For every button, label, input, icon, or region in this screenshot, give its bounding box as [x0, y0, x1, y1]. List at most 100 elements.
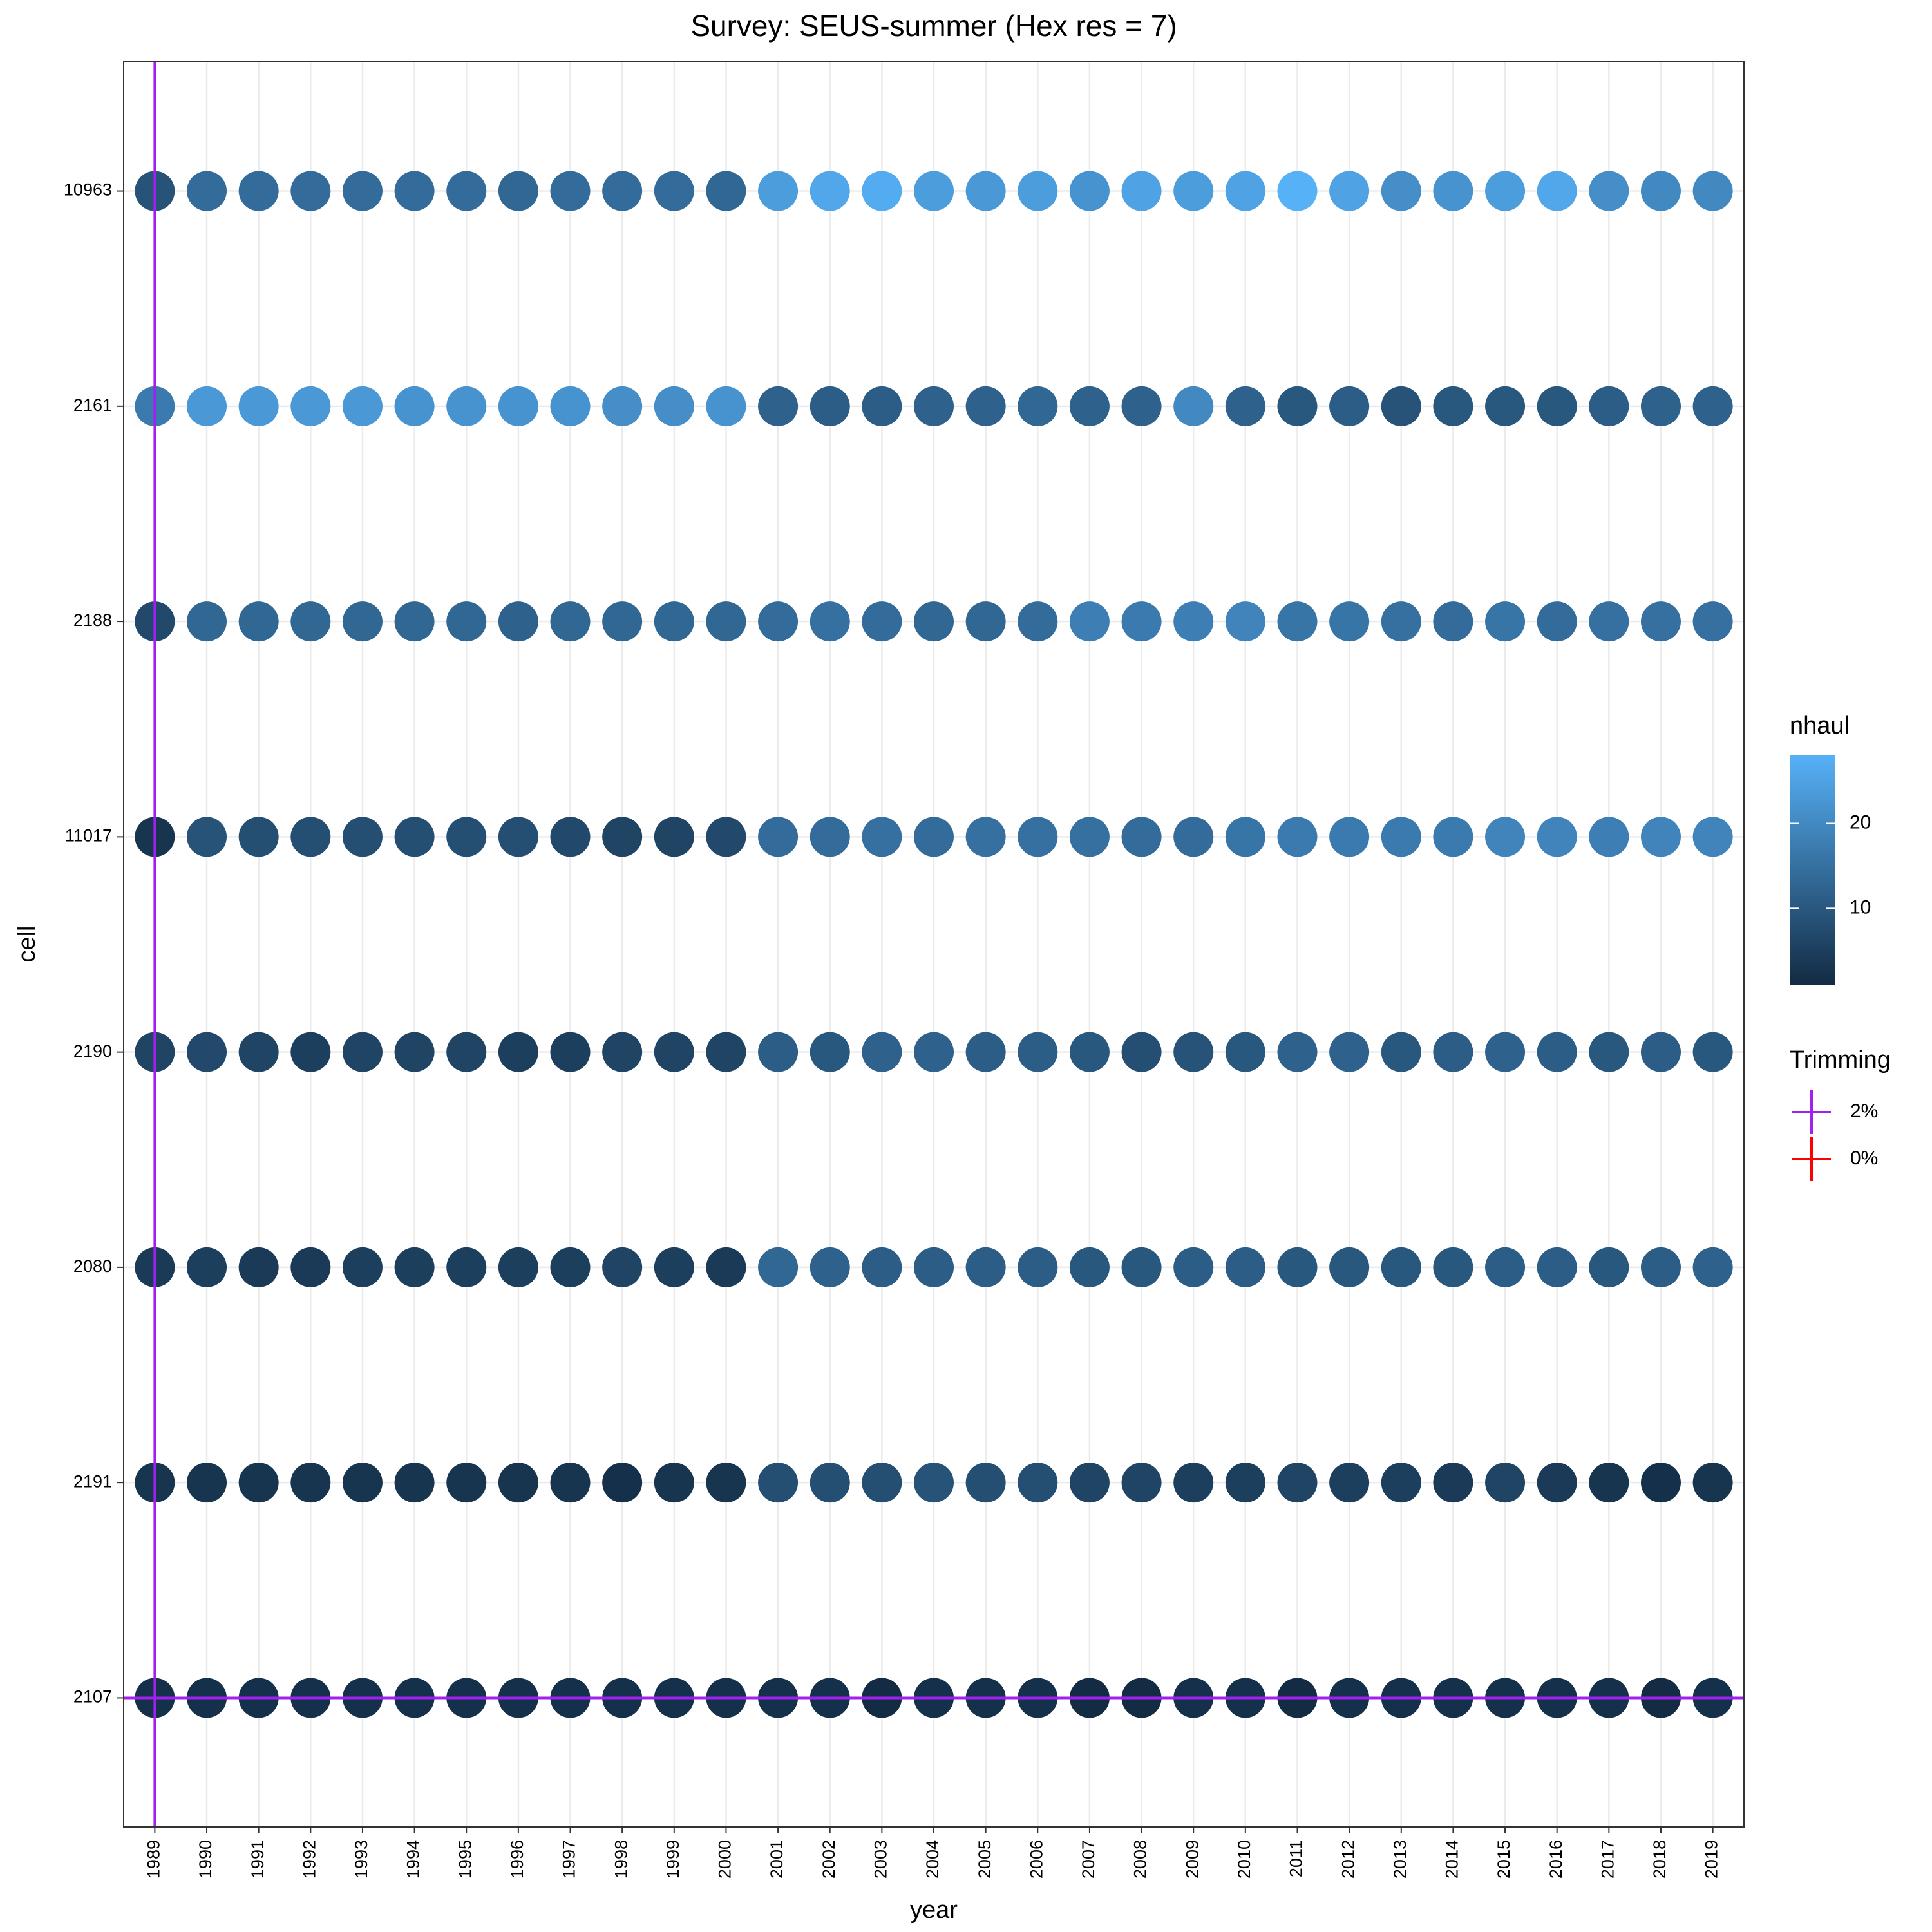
point	[654, 1463, 694, 1503]
point	[1329, 386, 1370, 426]
point	[1537, 171, 1577, 211]
point	[1018, 1032, 1058, 1072]
point	[1069, 386, 1110, 426]
point	[446, 1463, 487, 1503]
point	[1069, 171, 1110, 211]
y-axis-title: cell	[14, 925, 41, 962]
point	[862, 1463, 902, 1503]
legend-label: 2%	[1850, 1101, 1878, 1122]
point	[602, 601, 643, 642]
point	[342, 1463, 383, 1503]
point	[1018, 817, 1058, 857]
point	[1173, 1247, 1214, 1287]
point	[654, 1247, 694, 1287]
point	[914, 386, 954, 426]
colorbar	[1790, 755, 1835, 985]
x-axis-title: year	[910, 1897, 958, 1924]
point	[810, 1247, 850, 1287]
point	[758, 601, 799, 642]
point	[1485, 386, 1526, 426]
legend-label: 0%	[1850, 1148, 1878, 1169]
point	[290, 817, 331, 857]
point	[446, 601, 487, 642]
point	[342, 1032, 383, 1072]
point	[342, 171, 383, 211]
point	[1173, 386, 1214, 426]
point	[1589, 817, 1629, 857]
point	[1277, 386, 1318, 426]
point	[862, 1247, 902, 1287]
x-tick-label: 2002	[819, 1840, 838, 1879]
point	[706, 601, 746, 642]
x-tick-label: 1992	[299, 1840, 319, 1879]
x-tick-label: 1994	[404, 1840, 423, 1879]
point	[1018, 1247, 1058, 1287]
point	[654, 601, 694, 642]
point	[1433, 817, 1473, 857]
point	[1692, 171, 1733, 211]
point	[238, 1463, 279, 1503]
point	[1537, 1247, 1577, 1287]
x-tick-label: 2012	[1338, 1840, 1358, 1879]
x-tick-label: 1990	[196, 1840, 215, 1879]
point	[238, 386, 279, 426]
y-tick-label: 10963	[64, 180, 112, 200]
x-tick-label: 2014	[1443, 1840, 1462, 1879]
point	[1537, 386, 1577, 426]
point	[1018, 1463, 1058, 1503]
x-tick-label: 1991	[248, 1840, 267, 1879]
point	[965, 386, 1006, 426]
point	[394, 817, 435, 857]
x-tick-label: 2003	[871, 1840, 890, 1879]
point	[1225, 1247, 1265, 1287]
point	[1433, 1247, 1473, 1287]
point	[1485, 601, 1526, 642]
point	[1277, 1463, 1318, 1503]
x-tick-label: 2010	[1235, 1840, 1254, 1879]
point	[706, 1247, 746, 1287]
x-tick-label: 1995	[455, 1840, 475, 1879]
point	[290, 1032, 331, 1072]
point	[290, 1463, 331, 1503]
y-tick-label: 2161	[73, 395, 112, 415]
point	[1381, 817, 1421, 857]
point	[187, 1032, 227, 1072]
point	[1640, 601, 1681, 642]
point	[706, 1032, 746, 1072]
point	[758, 817, 799, 857]
point	[1485, 1032, 1526, 1072]
point	[1381, 1032, 1421, 1072]
point	[1589, 1463, 1629, 1503]
point	[550, 386, 591, 426]
point	[914, 1247, 954, 1287]
x-tick-label: 2008	[1131, 1840, 1150, 1879]
point	[550, 601, 591, 642]
point	[550, 171, 591, 211]
point	[706, 817, 746, 857]
point	[187, 601, 227, 642]
point	[1433, 1463, 1473, 1503]
point	[914, 1032, 954, 1072]
point	[914, 817, 954, 857]
point	[1121, 171, 1162, 211]
point	[810, 601, 850, 642]
point	[1069, 601, 1110, 642]
point	[914, 601, 954, 642]
x-tick-label: 2000	[715, 1840, 735, 1879]
point	[1640, 1247, 1681, 1287]
point	[602, 1463, 643, 1503]
x-tick-label: 2001	[767, 1840, 786, 1879]
point	[758, 1032, 799, 1072]
x-tick-label: 1998	[611, 1840, 630, 1879]
x-tick-label: 1989	[144, 1840, 164, 1879]
point	[1485, 171, 1526, 211]
point	[550, 1247, 591, 1287]
point	[238, 1247, 279, 1287]
point	[1173, 817, 1214, 857]
point	[862, 1032, 902, 1072]
point	[1121, 601, 1162, 642]
point	[550, 817, 591, 857]
point	[914, 171, 954, 211]
